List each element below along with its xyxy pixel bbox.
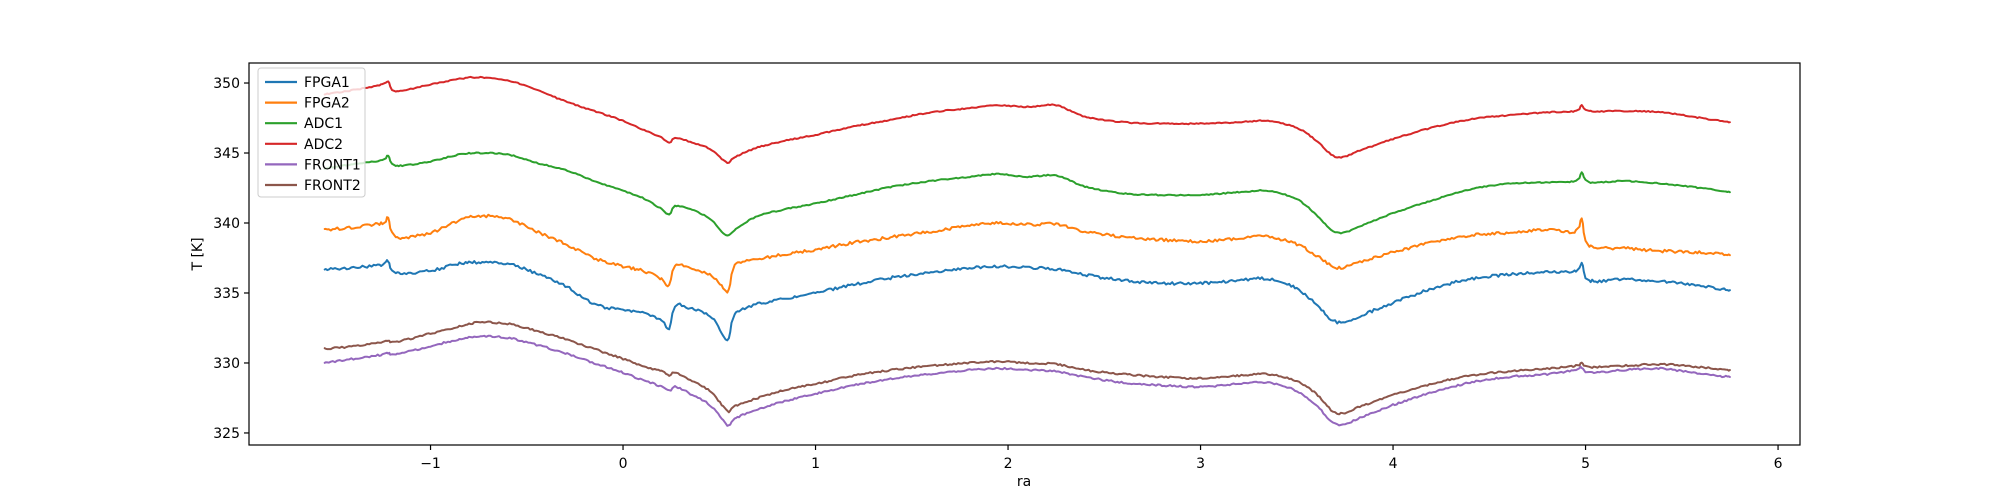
x-tick-label: 6 xyxy=(1774,456,1783,472)
series-line-adc2 xyxy=(323,75,1731,164)
x-tick-label: 2 xyxy=(1004,456,1013,472)
x-tick-label: 1 xyxy=(811,456,820,472)
series-line-fpga1 xyxy=(323,259,1731,342)
y-tick-label: 345 xyxy=(213,146,240,162)
x-axis-label: ra xyxy=(1017,474,1031,490)
legend-label-adc2: ADC2 xyxy=(304,137,343,153)
legend-label-front1: FRONT1 xyxy=(304,157,361,173)
y-axis-ticks: 325 330 335 340 345 350 xyxy=(213,76,249,442)
series-line-fpga2 xyxy=(323,213,1731,294)
x-tick-label: 5 xyxy=(1581,456,1590,472)
legend-label-fpga1: FPGA1 xyxy=(304,75,350,91)
x-tick-label: −1 xyxy=(420,456,441,472)
y-tick-label: 330 xyxy=(213,356,240,372)
series-lines xyxy=(323,75,1731,427)
x-axis-ticks: −1 0 1 2 3 4 5 6 xyxy=(420,445,1783,472)
x-tick-label: 0 xyxy=(619,456,628,472)
y-tick-label: 340 xyxy=(213,216,240,232)
y-axis-label: T [K] xyxy=(190,237,206,271)
legend: FPGA1 FPGA2 ADC1 ADC2 FRONT1 FRONT2 xyxy=(257,67,366,198)
y-tick-label: 335 xyxy=(213,286,240,302)
legend-label-fpga2: FPGA2 xyxy=(304,96,350,112)
series-line-front2 xyxy=(323,320,1731,416)
series-line-front1 xyxy=(323,334,1731,427)
series-line-adc1 xyxy=(323,151,1731,237)
legend-label-front2: FRONT2 xyxy=(304,178,361,194)
y-tick-label: 350 xyxy=(213,76,240,92)
legend-label-adc1: ADC1 xyxy=(304,116,343,132)
x-tick-label: 3 xyxy=(1196,456,1205,472)
axes-spines xyxy=(248,62,1801,446)
y-tick-label: 325 xyxy=(213,426,240,442)
x-tick-label: 4 xyxy=(1389,456,1398,472)
